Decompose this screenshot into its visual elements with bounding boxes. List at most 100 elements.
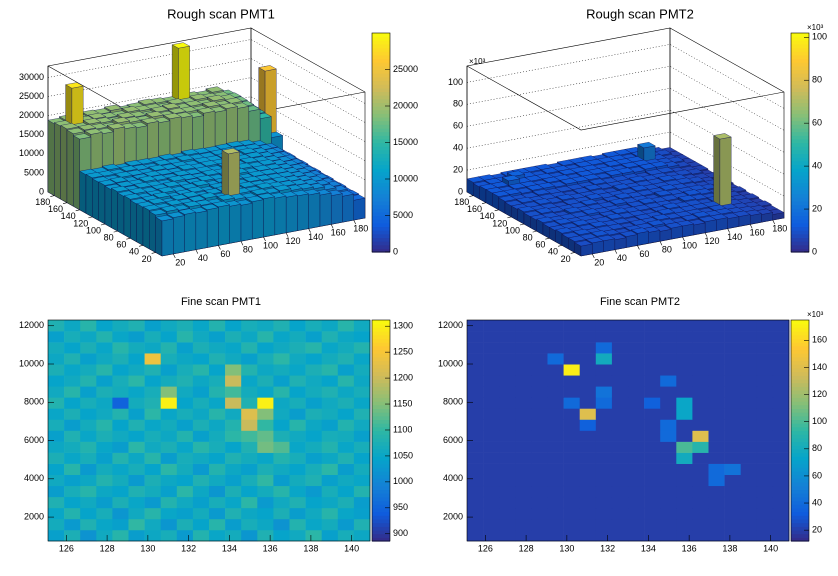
- heatmap-cell: [160, 375, 178, 387]
- heatmap-cell: [756, 397, 774, 409]
- colorbar-slice: [372, 230, 390, 235]
- colorbar-slice: [372, 186, 390, 191]
- heatmap-cell: [611, 474, 629, 487]
- colorbar-tick-label: 20: [812, 203, 822, 213]
- colorbar-slice: [791, 160, 809, 165]
- heatmap-cell: [144, 386, 161, 398]
- heatmap-cell: [96, 507, 113, 520]
- bar-top-face: [556, 159, 576, 166]
- box-top: [466, 65, 785, 131]
- colorbar-slice: [791, 485, 809, 491]
- x-tick: [308, 228, 311, 233]
- colorbar-slice: [372, 69, 390, 74]
- heatmap-cell: [628, 408, 645, 420]
- heatmap-cell: [112, 364, 129, 376]
- heatmap-cell: [483, 397, 500, 409]
- bar-front-face: [353, 197, 366, 221]
- colorbar-slice: [372, 471, 390, 476]
- heatmap-cell: [209, 441, 226, 453]
- colorbar-slice: [372, 62, 390, 67]
- heatmap-cell: [64, 320, 81, 332]
- heatmap-cell: [112, 529, 129, 542]
- bar-front-face: [704, 219, 717, 234]
- heatmap-cell: [321, 485, 339, 498]
- y-tick-label: 10000: [438, 358, 463, 368]
- heatmap-cell: [595, 408, 613, 420]
- heatmap-cell: [547, 408, 564, 420]
- heatmap-cell: [209, 507, 226, 520]
- bar-top-face: [555, 194, 575, 201]
- heatmap-cell: [579, 375, 597, 387]
- colorbar-slice: [791, 452, 809, 457]
- heatmap-cell: [563, 408, 580, 420]
- heatmap-cell: [772, 474, 790, 487]
- colorbar-slice: [372, 459, 390, 465]
- heatmap-cell: [321, 364, 339, 376]
- heatmap-cell: [724, 386, 741, 398]
- heatmap-cell: [257, 507, 274, 520]
- bar-top-face: [177, 164, 196, 171]
- heatmap-cell: [644, 529, 661, 542]
- colorbar-slice: [372, 423, 390, 428]
- bar-top-face: [581, 208, 600, 215]
- heatmap-cell: [708, 474, 725, 487]
- heatmap-cell: [676, 507, 693, 520]
- z-tick-label: 15000: [19, 129, 44, 139]
- heatmap-cell: [547, 463, 564, 475]
- heatmap-cell: [192, 507, 210, 520]
- heatmap-cell: [467, 353, 484, 365]
- bar-top-face: [166, 98, 186, 105]
- y-tick-label: 80: [104, 232, 114, 242]
- heatmap-cell: [692, 342, 709, 354]
- colorbar-tick-label: 1050: [393, 450, 413, 460]
- heatmap-cell: [80, 375, 97, 387]
- colorbar-slice: [791, 518, 809, 524]
- heatmap-cell: [756, 518, 774, 531]
- heatmap-cell: [257, 496, 274, 509]
- z-tick-label: 30000: [19, 72, 44, 82]
- heatmap-cell: [644, 430, 661, 442]
- bar-top-face: [605, 213, 624, 220]
- heatmap-cell: [611, 507, 629, 520]
- bar-top-face: [177, 208, 197, 215]
- colorbar-slice: [791, 434, 809, 439]
- heatmap-cell: [176, 463, 194, 475]
- heatmap-cell: [241, 496, 258, 509]
- heatmap-cell: [225, 441, 242, 453]
- heatmap-cell: [644, 408, 661, 420]
- y-tick-label: 6000: [24, 435, 44, 445]
- colorbar-tick-label: 1150: [393, 398, 412, 408]
- bar-top-face: [163, 112, 182, 119]
- heatmap-cell: [676, 452, 693, 464]
- colorbar-slice: [372, 342, 390, 347]
- heatmap-cell: [692, 364, 709, 376]
- heatmap-cell: [241, 320, 258, 332]
- heatmap-cell: [273, 485, 290, 498]
- bar-left-face: [142, 206, 150, 250]
- heatmap-cell: [144, 419, 161, 431]
- heatmap-cell: [611, 408, 629, 420]
- heatmap-cell: [273, 375, 290, 387]
- bar-top-face: [201, 169, 220, 176]
- chart-title: Rough scan PMT1: [167, 6, 275, 21]
- heatmap-cell: [740, 529, 758, 542]
- heatmap-cell: [257, 529, 274, 542]
- heatmap-cell: [209, 474, 226, 487]
- colorbar-slice: [372, 463, 390, 468]
- heatmap-cell: [467, 496, 484, 509]
- y-tick-label: 60: [116, 240, 126, 250]
- heatmap-cell: [176, 375, 194, 387]
- heatmap-cell: [740, 496, 758, 509]
- heatmap-cell: [531, 474, 548, 487]
- heatmap-cell: [740, 342, 758, 354]
- heatmap-cell: [241, 397, 258, 409]
- x-tick-label: 60: [220, 249, 230, 259]
- heatmap-cell: [337, 342, 355, 354]
- heatmap-cell: [112, 485, 129, 498]
- y-tick-label: 10000: [19, 358, 44, 368]
- heatmap-cell: [611, 452, 629, 464]
- heatmap-cell: [579, 463, 597, 475]
- heatmap-cell: [337, 353, 355, 365]
- colorbar-slice: [791, 47, 809, 52]
- heatmap-cell: [305, 375, 322, 387]
